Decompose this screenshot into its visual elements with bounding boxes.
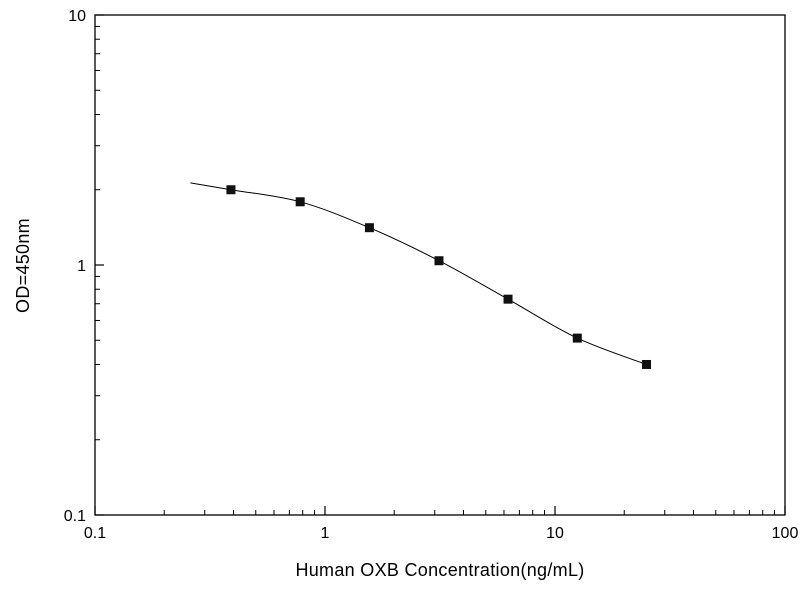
x-tick-label: 0.1 bbox=[84, 525, 106, 542]
y-tick-label: 10 bbox=[68, 8, 86, 25]
x-tick-label: 1 bbox=[321, 525, 330, 542]
data-point-marker bbox=[503, 294, 513, 304]
data-point-marker bbox=[572, 333, 582, 343]
y-tick-label: 0.1 bbox=[64, 508, 86, 525]
curve-line bbox=[190, 182, 647, 365]
x-axis-title: Human OXB Concentration(ng/mL) bbox=[295, 560, 585, 580]
data-point-marker bbox=[226, 185, 236, 195]
data-point-marker bbox=[642, 359, 652, 369]
data-point-marker bbox=[434, 256, 444, 266]
data-point-marker bbox=[364, 223, 374, 233]
x-tick-label: 100 bbox=[772, 525, 799, 542]
x-tick-label: 10 bbox=[546, 525, 564, 542]
y-tick-label: 1 bbox=[77, 258, 86, 275]
data-point-marker bbox=[295, 197, 305, 207]
